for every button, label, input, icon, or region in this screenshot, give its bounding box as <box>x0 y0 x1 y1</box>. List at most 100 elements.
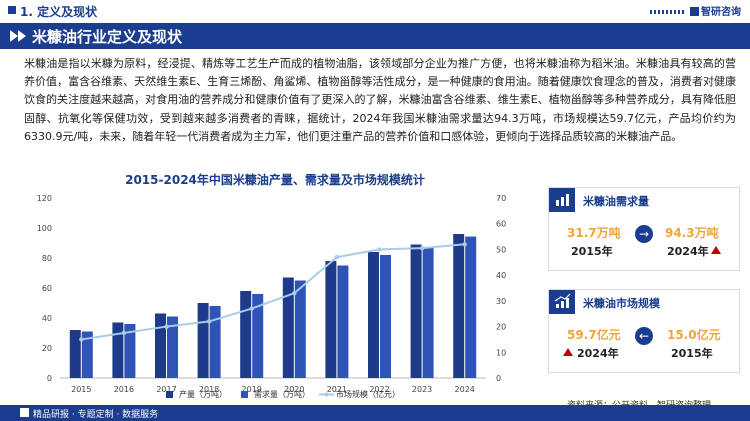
trend-chart-icon <box>549 290 575 314</box>
y-left-tick-label: 80 <box>42 254 52 263</box>
dotted-divider <box>650 10 686 14</box>
bar-production <box>410 244 422 378</box>
demand-year-2024: 2024年 <box>667 245 709 258</box>
bar-demand <box>124 324 136 378</box>
bar-demand <box>422 247 434 378</box>
demand-card-header: 米糠油需求量 <box>549 188 739 212</box>
bar-demand <box>380 255 391 378</box>
market-value-2015: 15.0亿元 <box>667 328 721 342</box>
legend-label: 市场规模（亿元） <box>336 389 400 399</box>
bar-production <box>155 313 166 378</box>
section-marker-icon <box>8 6 16 14</box>
bar-demand <box>81 331 93 378</box>
x-tick-label: 2020 <box>284 385 304 394</box>
page-title: 米糠油行业定义及现状 <box>32 28 183 46</box>
x-tick-label: 2017 <box>156 385 176 394</box>
bar-production <box>197 303 209 378</box>
market-size-point <box>121 330 127 336</box>
y-right-tick-label: 0 <box>496 374 501 383</box>
bar-demand <box>465 236 477 378</box>
market-value-2024: 59.7亿元 <box>567 328 621 342</box>
bar-chart-icon <box>549 188 575 212</box>
y-right-tick-label: 20 <box>496 323 506 332</box>
chart-title: 2015-2024年中国米糠油产量、需求量及市场规模统计 <box>125 173 425 187</box>
x-tick-label: 2024 <box>455 385 475 394</box>
y-left-tick-label: 40 <box>42 314 52 323</box>
x-tick-label: 2019 <box>242 385 262 394</box>
footer-text: 精品研报 · 专题定制 · 数据服务 <box>33 410 159 420</box>
market-size-point <box>206 319 212 324</box>
legend-swatch <box>241 391 248 398</box>
market-card: 米糠油市场规模 59.7亿元 2024年 ← 15.0亿元 2015年 <box>548 289 740 373</box>
title-bar: 米糠油行业定义及现状 <box>0 23 750 49</box>
y-left-tick-label: 20 <box>42 344 52 353</box>
x-tick-label: 2018 <box>199 385 219 394</box>
demand-card: 米糠油需求量 31.7万吨 2015年 → 94.3万吨 2024年 <box>548 187 740 271</box>
market-size-line <box>81 243 465 341</box>
up-arrow-icon <box>711 246 721 254</box>
arrow-left-icon: ← <box>635 327 653 345</box>
bar-production <box>282 277 294 378</box>
bar-production <box>368 252 379 378</box>
market-size-point <box>419 245 425 251</box>
market-size-point <box>79 337 84 342</box>
legend-label: 需求量（万吨） <box>254 389 310 399</box>
intro-paragraph: 米糠油是指以米糠为原料，经浸提、精炼等工艺生产而成的植物油脂，该领域部分企业为推… <box>24 57 736 143</box>
demand-value-2015: 31.7万吨 <box>567 226 621 240</box>
double-chevron-icon <box>10 30 18 42</box>
bar-demand <box>294 280 306 378</box>
bar-demand <box>252 294 264 378</box>
y-right-tick-label: 30 <box>496 297 506 306</box>
footer-logo-icon <box>20 408 29 417</box>
section-title: 1. 定义及现状 <box>20 5 98 19</box>
market-card-header: 米糠油市场规模 <box>549 290 739 314</box>
legend-swatch <box>166 391 173 398</box>
y-left-tick-label: 0 <box>47 374 52 383</box>
x-tick-label: 2021 <box>327 385 347 394</box>
x-tick-label: 2023 <box>412 385 432 394</box>
y-right-tick-label: 70 <box>496 194 506 203</box>
y-right-tick-label: 40 <box>496 271 506 280</box>
logo-mark-icon <box>690 7 699 16</box>
x-tick-label: 2015 <box>71 385 91 394</box>
demand-card-title: 米糠油需求量 <box>583 195 649 208</box>
market-year-2015: 2015年 <box>671 347 713 360</box>
brand-logo: 智研咨询 <box>690 3 741 18</box>
top-header: 1. 定义及现状 智研咨询 <box>0 0 750 22</box>
bar-production <box>325 261 337 378</box>
chart-svg: 0 20 40 60 80 100 120 0 10 20 30 40 50 60 70 2015 2016 20… <box>37 194 506 399</box>
bar-production <box>112 322 124 378</box>
demand-year-2015: 2015年 <box>571 245 613 258</box>
chevron-icon <box>18 30 26 42</box>
y-left-tick-label: 100 <box>37 224 52 233</box>
x-tick-label: 2016 <box>114 385 134 394</box>
bar-production <box>240 291 252 378</box>
chart-container: 2015-2024年中国米糠油产量、需求量及市场规模统计 0 20 40 60 80 10… <box>20 168 530 404</box>
up-arrow-icon <box>563 348 573 356</box>
market-size-point <box>462 242 467 247</box>
legend-swatch <box>324 392 329 397</box>
market-size-point <box>334 254 340 260</box>
market-size-point <box>292 290 297 296</box>
footer-bar: 精品研报 · 专题定制 · 数据服务 <box>0 405 750 421</box>
bar-demand <box>209 306 221 378</box>
y-right-tick-label: 10 <box>496 348 506 357</box>
market-size-point <box>377 247 382 252</box>
arrow-right-icon: → <box>635 225 653 243</box>
bar-demand <box>337 265 349 378</box>
y-right-tick-label: 50 <box>496 245 506 254</box>
logo-text: 智研咨询 <box>701 7 741 18</box>
market-card-title: 米糠油市场规模 <box>583 297 660 310</box>
bar-production <box>69 330 81 378</box>
y-left-tick-label: 120 <box>37 194 52 203</box>
x-tick-label: 2022 <box>369 385 389 394</box>
market-size-point <box>249 306 254 311</box>
y-left-tick-label: 60 <box>42 284 52 293</box>
bar-production <box>453 234 465 378</box>
market-year-2024: 2024年 <box>577 347 619 360</box>
legend-label: 产量（万吨） <box>179 389 227 399</box>
bar-demand <box>167 316 178 378</box>
y-right-tick-label: 60 <box>496 220 506 229</box>
demand-value-2024: 94.3万吨 <box>665 226 719 240</box>
market-size-point <box>164 324 169 329</box>
